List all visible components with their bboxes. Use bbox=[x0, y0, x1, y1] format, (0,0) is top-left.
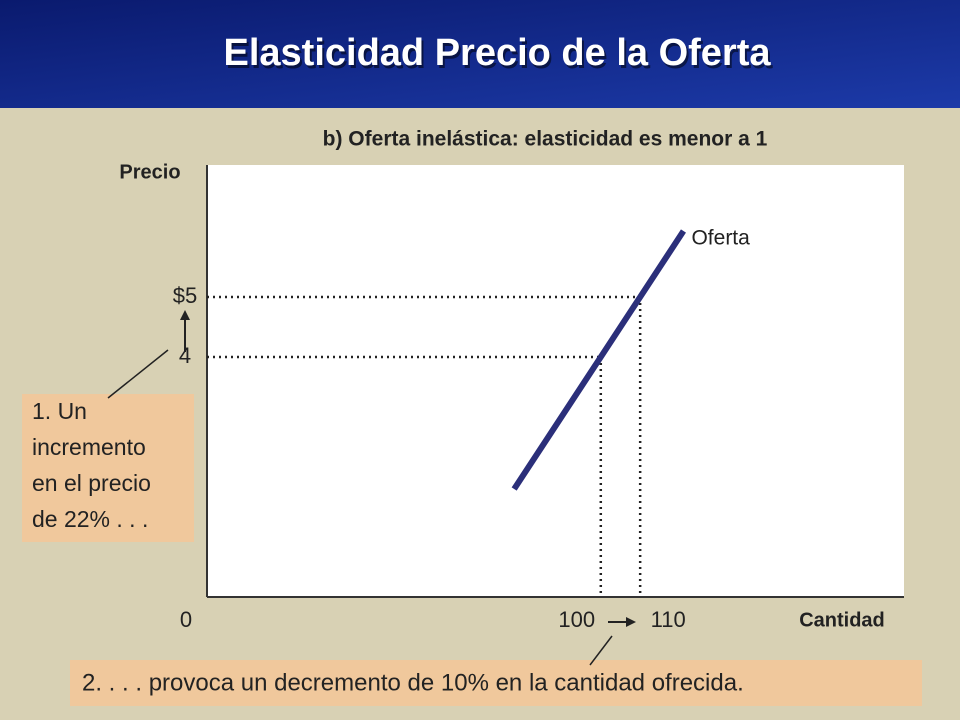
annotation-box bbox=[70, 660, 922, 706]
arrowhead bbox=[180, 310, 190, 320]
x-tick-label: 110 bbox=[651, 607, 686, 632]
callout-line bbox=[589, 635, 613, 666]
annotation: 1. Un bbox=[32, 398, 87, 424]
series-label: Oferta bbox=[691, 227, 750, 250]
annotation: en el precio bbox=[32, 470, 151, 496]
y-axis-label: Precio bbox=[119, 161, 180, 183]
x-tick-label: 100 bbox=[558, 607, 595, 632]
arrowhead bbox=[626, 617, 636, 627]
y-tick-label: 4 bbox=[179, 343, 191, 368]
chart-subtitle: b) Oferta inelástica: elasticidad es men… bbox=[323, 128, 768, 151]
annotation: incremento bbox=[32, 434, 146, 460]
y-tick-label: $5 bbox=[173, 283, 197, 308]
plot-area bbox=[207, 165, 904, 597]
chart-title: Elasticidad Precio de la Oferta bbox=[224, 32, 772, 74]
annotation-box bbox=[22, 394, 194, 542]
x-tick-label: 0 bbox=[180, 607, 192, 632]
banner bbox=[0, 0, 960, 108]
series-line bbox=[511, 229, 686, 491]
callout-line bbox=[107, 349, 169, 399]
annotation: de 22% . . . bbox=[32, 506, 148, 532]
marks: 4 $5 0 100 110 Oferta 1. Un incremento en el pre… bbox=[32, 227, 750, 697]
x-axis-label: Cantidad bbox=[799, 609, 885, 631]
title-shadow: Elasticidad Precio de la Oferta bbox=[226, 35, 774, 77]
annotation: 2. . . . provoca un decremento de 10% en… bbox=[82, 669, 744, 696]
